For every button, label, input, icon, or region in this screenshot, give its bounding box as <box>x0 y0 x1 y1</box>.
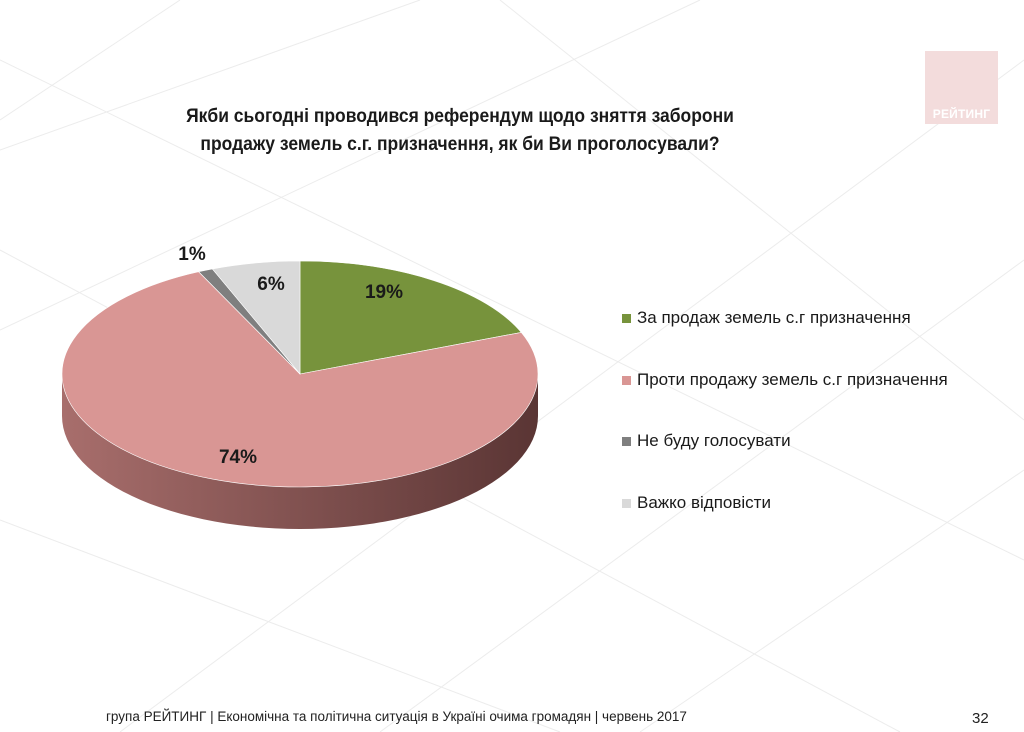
legend-swatch-for <box>622 313 631 323</box>
page-number: 32 <box>972 710 989 727</box>
background-line <box>119 59 1024 732</box>
legend-swatch-hard-to-say <box>622 498 631 508</box>
rating-logo: РЕЙТИНГ <box>925 51 998 124</box>
legend-swatch-not-voting <box>622 436 631 446</box>
background-line <box>0 59 1024 561</box>
footer-text: група РЕЙТИНГ | Економічна та політична … <box>106 709 687 724</box>
chart-title-line-2: продажу земель с.г. призначення, як би В… <box>200 134 720 155</box>
pie-slice-0 <box>299 260 522 375</box>
chart-title: Якби сьогодні проводився референдум щодо… <box>156 103 763 159</box>
legend-item-for: За продаж земель с.г призначення <box>622 308 911 328</box>
background-line <box>0 519 561 732</box>
data-label-3: 6% <box>257 274 285 295</box>
background-line <box>0 0 701 331</box>
legend-item-against: Проти продажу земель с.г призначення <box>622 370 948 390</box>
background-line <box>379 259 1024 732</box>
legend-label-against: Проти продажу земель с.г призначення <box>637 370 948 389</box>
data-label-1: 74% <box>219 447 257 468</box>
background-line <box>0 0 421 151</box>
legend-item-hard-to-say: Важко відповісти <box>622 493 771 513</box>
data-label-0: 19% <box>365 282 403 303</box>
legend-item-not-voting: Не буду голосувати <box>622 431 791 451</box>
legend-swatch-against <box>622 375 631 385</box>
pie-slice-1 <box>61 271 539 488</box>
background-line <box>0 0 181 121</box>
legend-label-not-voting: Не буду голосувати <box>637 431 791 450</box>
pie-side-1 <box>62 374 538 529</box>
data-label-2: 1% <box>178 244 206 265</box>
chart-title-line-1: Якби сьогодні проводився референдум щодо… <box>186 106 734 127</box>
legend-label-hard-to-say: Важко відповісти <box>637 493 771 512</box>
legend-label-for: За продаж земель с.г призначення <box>637 308 911 327</box>
logo-text: РЕЙТИНГ <box>932 107 991 121</box>
background-line <box>639 469 1024 732</box>
pie-slice-3 <box>211 260 301 375</box>
background-line <box>499 0 1024 421</box>
